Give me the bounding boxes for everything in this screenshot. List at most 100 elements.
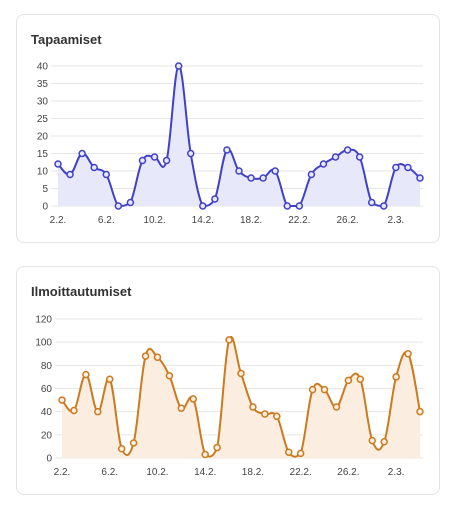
data-point[interactable] [271,167,279,175]
x-tick-label: 2.2. [54,467,71,478]
meetings-chart: 0 5 10 15 20 25 30 35 40 2.2. 6.2. 10.2. 14.2. 18.2. 2… [37,62,424,226]
y-tick-label: 0 [46,454,52,465]
data-point[interactable] [177,404,186,412]
data-point[interactable] [344,376,353,385]
data-point[interactable] [331,153,340,161]
data-point[interactable] [296,449,305,458]
data-point[interactable] [247,174,255,182]
data-point[interactable] [114,202,123,210]
data-point[interactable] [82,370,90,379]
x-tick-label: 26.2. [337,467,359,478]
data-point[interactable] [273,412,281,421]
data-point[interactable] [126,198,135,207]
y-tick-label: 20 [41,430,53,441]
data-point[interactable] [416,174,424,182]
x-tick-label: 10.2. [146,467,168,478]
meetings-card: Tapaamiset 0 5 10 15 20 25 30 35 40 2.2. 6.2. 10.2.… [16,14,440,243]
data-point[interactable] [332,403,341,411]
data-point[interactable] [141,352,150,360]
data-point[interactable] [307,170,316,179]
data-point[interactable] [235,167,243,175]
data-point[interactable] [54,160,62,168]
registrations-chart-title: Ilmoittautumiset [31,284,132,299]
y-tick-label: 120 [35,315,52,326]
x-tick-label: 6.2. [98,215,115,226]
data-point[interactable] [153,353,162,361]
meetings-chart-title: Tapaamiset [31,32,102,47]
data-point[interactable] [117,444,126,453]
data-point[interactable] [102,170,111,179]
y-tick-label: 40 [37,62,49,73]
y-tick-label: 5 [42,184,48,195]
data-point[interactable] [138,156,147,165]
x-tick-label: 6.2. [101,467,118,478]
data-point[interactable] [392,163,400,172]
data-point[interactable] [355,153,364,161]
data-point[interactable] [225,336,233,344]
data-point[interactable] [105,375,114,383]
y-tick-label: 10 [37,167,49,178]
data-point[interactable] [66,170,74,179]
y-tick-label: 30 [37,97,49,108]
data-point[interactable] [320,385,329,394]
x-tick-label: 2.3. [388,215,405,226]
data-point[interactable] [150,153,159,161]
y-tick-label: 0 [42,202,48,213]
y-tick-label: 100 [35,338,52,349]
x-tick-label: 18.2. [240,215,262,226]
data-point[interactable] [416,407,424,416]
data-point[interactable] [70,406,78,415]
data-point[interactable] [295,202,304,210]
series-area [62,336,420,458]
data-point[interactable] [78,149,86,158]
data-point[interactable] [199,202,207,210]
data-point[interactable] [368,436,377,445]
data-point[interactable] [94,407,102,416]
data-point[interactable] [58,396,66,404]
data-point[interactable] [189,395,198,403]
data-point[interactable] [284,448,293,456]
data-point[interactable] [129,439,138,447]
x-tick-label: 14.2. [192,215,214,226]
data-point[interactable] [319,160,328,168]
x-tick-label: 22.2. [288,215,310,226]
data-point[interactable] [283,202,292,210]
data-point[interactable] [380,438,388,446]
data-point[interactable] [211,195,219,203]
y-tick-label: 80 [41,361,53,372]
data-point[interactable] [223,146,231,154]
y-tick-label: 20 [37,132,49,143]
x-tick-label: 2.2. [50,215,67,226]
y-tick-label: 15 [37,149,49,160]
data-point[interactable] [392,373,400,381]
data-point[interactable] [174,62,183,70]
data-point[interactable] [201,450,209,459]
x-tick-label: 2.3. [388,467,405,478]
data-point[interactable] [165,372,174,380]
registrations-card: Ilmoittautumiset 0 20 40 60 80 100 120 2.2. 6.2.… [16,266,440,495]
data-point[interactable] [186,149,195,158]
data-point[interactable] [404,163,412,172]
y-tick-label: 25 [37,114,49,125]
x-tick-label: 22.2. [290,467,312,478]
x-tick-label: 18.2. [242,467,264,478]
data-point[interactable] [162,156,171,165]
data-point[interactable] [308,385,317,394]
y-tick-label: 60 [41,384,53,395]
registrations-chart: 0 20 40 60 80 100 120 2.2. 6.2. 10.2. 14.2. 18.2. 22… [35,315,424,478]
data-point[interactable] [213,443,221,452]
x-tick-label: 26.2. [336,215,358,226]
x-tick-label: 14.2. [194,467,216,478]
x-tick-label: 10.2. [143,215,165,226]
data-point[interactable] [237,369,245,378]
data-point[interactable] [380,202,388,210]
y-tick-label: 40 [41,407,53,418]
data-point[interactable] [367,198,376,207]
data-point[interactable] [259,174,267,182]
data-point[interactable] [356,375,365,383]
data-point[interactable] [261,410,269,418]
data-point[interactable] [343,146,352,154]
data-point[interactable] [249,403,257,411]
data-point[interactable] [90,163,98,172]
data-point[interactable] [404,350,412,358]
